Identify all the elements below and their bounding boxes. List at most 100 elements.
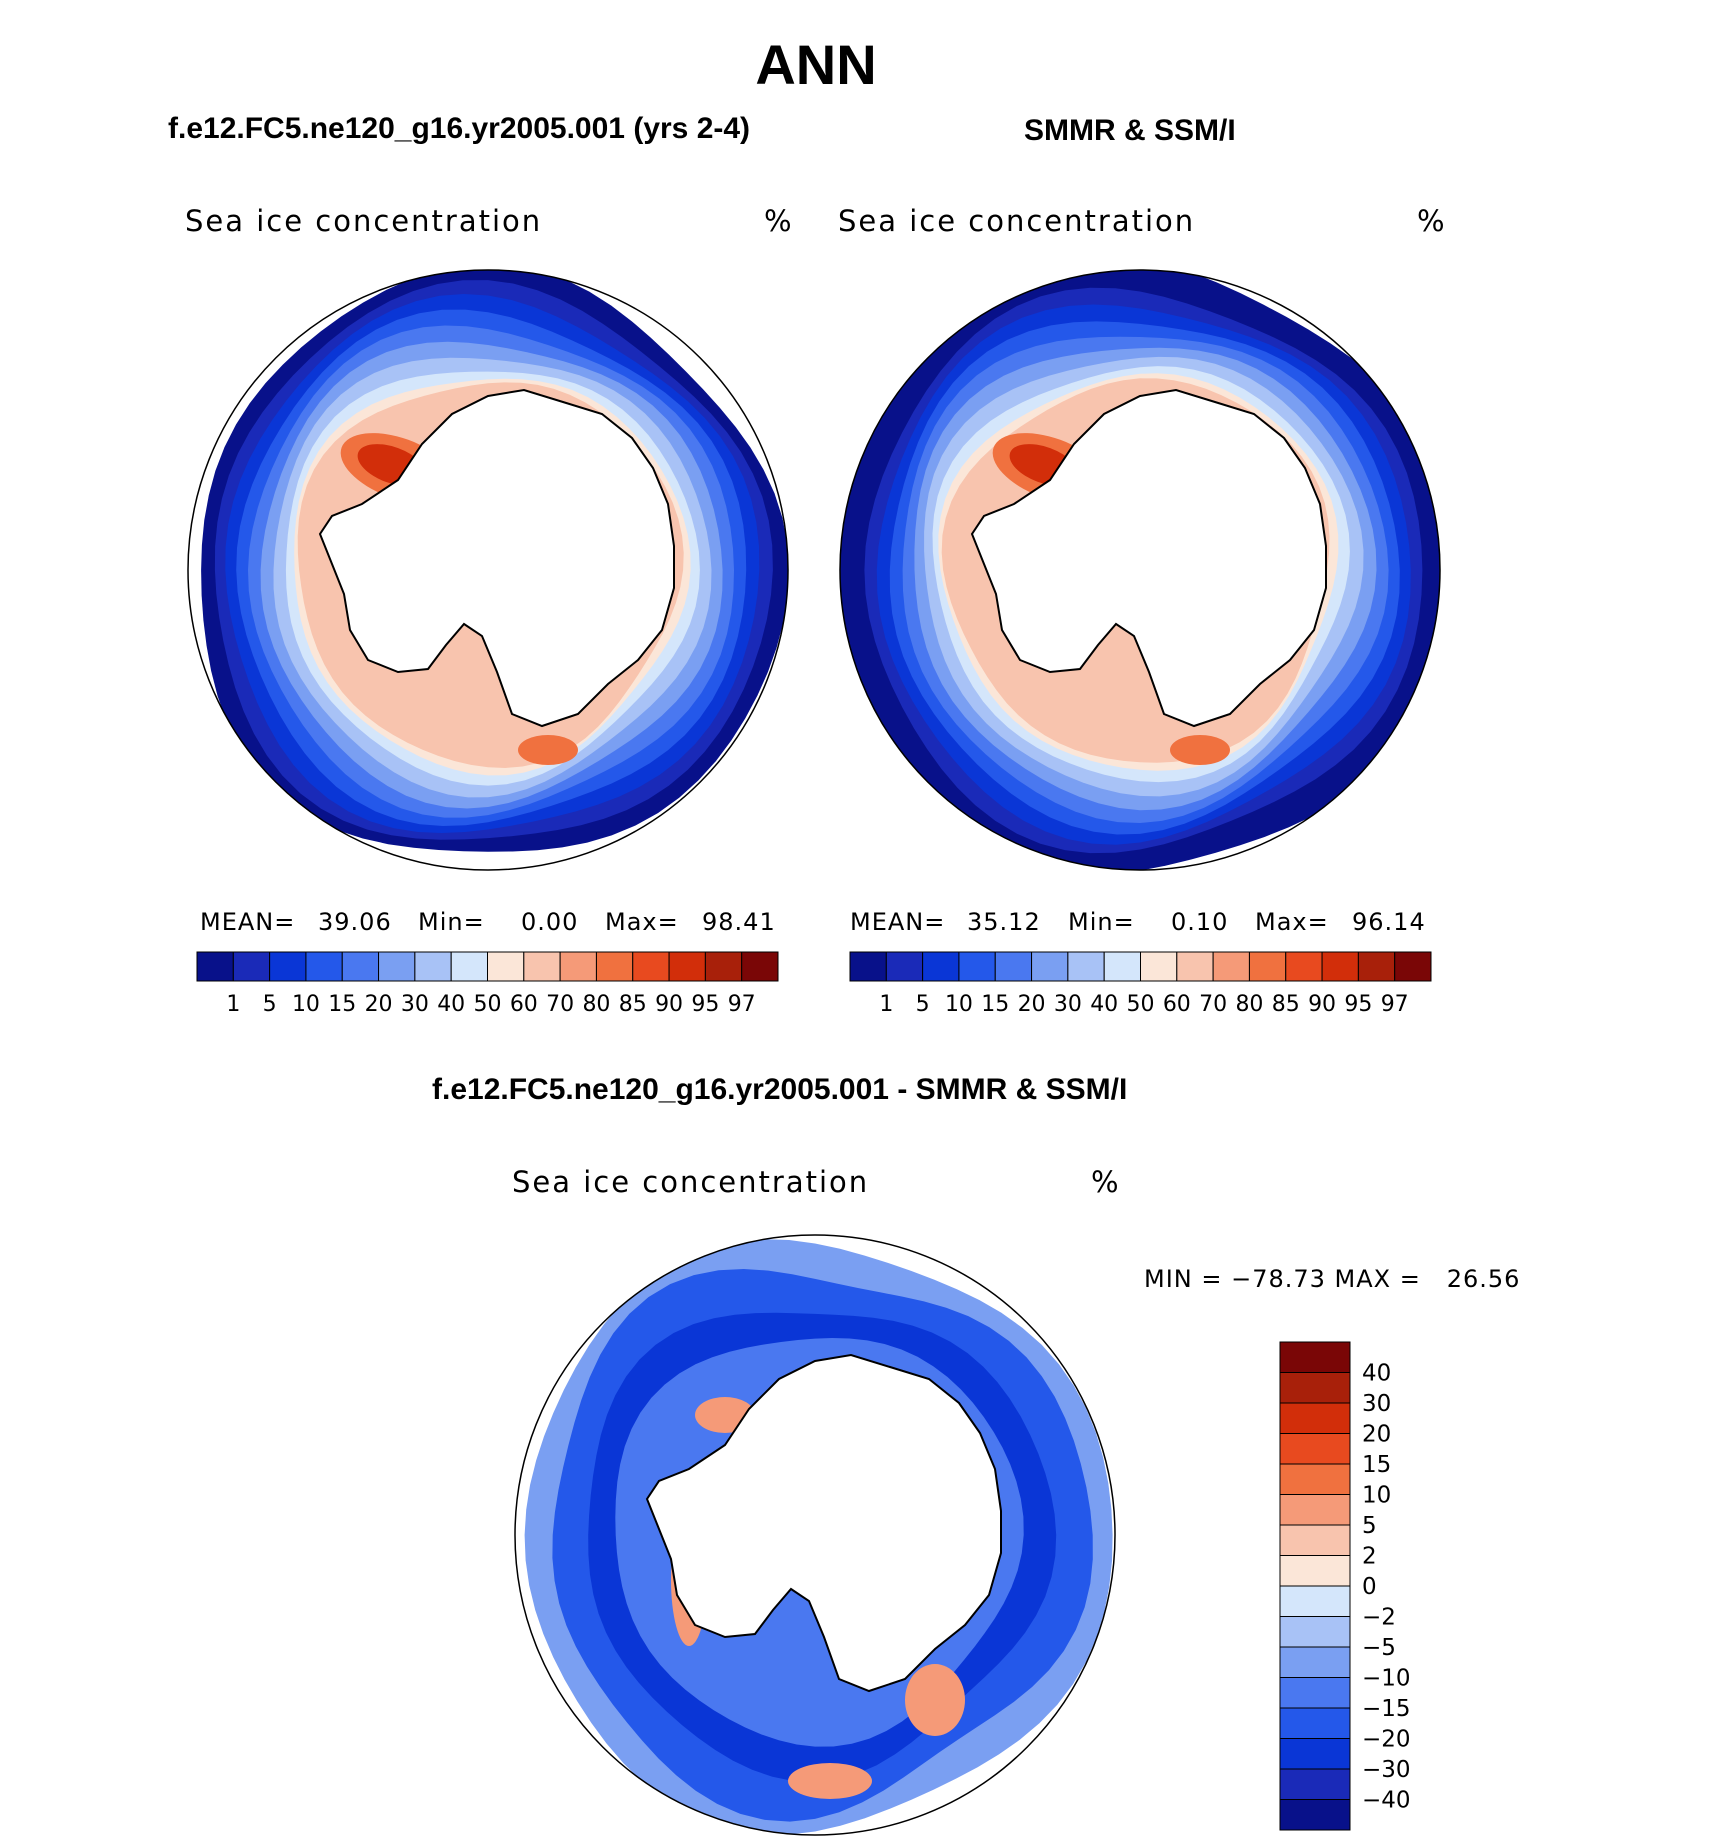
diff-positive-patch-1 (788, 1763, 872, 1799)
model-colorbar-tick-label: 80 (582, 992, 610, 1017)
obs-colorbar-tick-label: 30 (1054, 992, 1082, 1017)
diff-colorbar-swatch-15 (1279, 1341, 1351, 1373)
model-colorbar-swatch-0 (196, 951, 234, 982)
obs-colorbar-tick-label: 50 (1127, 992, 1155, 1017)
obs-mean-value: 35.12 (967, 908, 1041, 936)
model-colorbar-swatch-3 (305, 951, 343, 982)
model-colorbar-swatch-10 (559, 951, 597, 982)
diff-colorbar-swatch-4 (1279, 1677, 1351, 1709)
model-max-label: Max= (605, 908, 679, 936)
diff-colorbar-swatch-13 (1279, 1402, 1351, 1434)
model-colorbar-tick-label: 50 (474, 992, 502, 1017)
diff-colorbar-tick-label: −40 (1362, 1788, 1411, 1814)
model-colorbar-swatch-7 (450, 951, 488, 982)
obs-variable-label: Sea ice concentration (838, 204, 1196, 238)
obs-colorbar-tick-label: 85 (1272, 992, 1300, 1017)
model-map (187, 269, 789, 871)
obs-colorbar-swatch-8 (1140, 951, 1178, 982)
obs-colorbar-swatch-4 (994, 951, 1033, 982)
diff-colorbar-tick-label: −15 (1362, 1696, 1411, 1722)
obs-colorbar-tick-label: 40 (1090, 992, 1118, 1017)
model-mean-value: 39.06 (318, 908, 392, 936)
model-colorbar-swatch-8 (487, 951, 525, 982)
diff-colorbar-tick-label: 10 (1362, 1483, 1391, 1509)
model-units-label: % (764, 204, 794, 238)
obs-colorbar: 1 5 10 15 20 30 40 50 60 70 80 85 90 95 97 (849, 951, 1432, 1017)
model-colorbar-tick-label: 20 (365, 992, 393, 1017)
diff-colorbar-swatch-11 (1279, 1463, 1351, 1495)
diff-colorbar-tick-label: −30 (1362, 1757, 1411, 1783)
model-colorbar-swatch-14 (704, 951, 743, 982)
model-colorbar-swatch-9 (523, 951, 561, 982)
diff-colorbar-swatch-1 (1279, 1768, 1351, 1800)
diff-panel-title: f.e12.FC5.ne120_g16.yr2005.001 - SMMR & … (432, 1073, 1128, 1106)
diff-colorbar-swatch-0 (1279, 1799, 1351, 1831)
model-colorbar-swatch-5 (378, 951, 416, 982)
model-ross-patch (518, 735, 578, 765)
diff-units-label: % (1091, 1165, 1121, 1199)
model-max-value: 98.41 (702, 908, 776, 936)
obs-colorbar-swatch-14 (1357, 951, 1396, 982)
obs-colorbar-tick-label: 5 (916, 992, 930, 1017)
obs-mean-label: MEAN= (850, 908, 946, 936)
obs-colorbar-swatch-5 (1031, 951, 1069, 982)
diff-colorbar-tick-label: −2 (1362, 1605, 1396, 1631)
model-min-value: 0.00 (521, 908, 579, 936)
diff-colorbar-swatch-14 (1279, 1372, 1351, 1404)
diff-antarctica-coastline (645, 1353, 1002, 1693)
diff-map-boundary (514, 1234, 1116, 1836)
model-antarctica-coastline (318, 388, 675, 728)
model-panel-title: f.e12.FC5.ne120_g16.yr2005.001 (yrs 2-4) (168, 112, 751, 145)
obs-colorbar-swatch-10 (1212, 951, 1250, 982)
diff-colorbar-tick-label: 15 (1362, 1452, 1391, 1478)
obs-colorbar-swatch-9 (1176, 951, 1214, 982)
model-colorbar-tick-label: 15 (328, 992, 356, 1017)
obs-colorbar-swatch-12 (1285, 951, 1323, 982)
model-colorbar-tick-label: 10 (292, 992, 320, 1017)
diff-colorbar-swatch-2 (1279, 1738, 1351, 1770)
diff-colorbar-tick-label: 5 (1362, 1513, 1377, 1539)
obs-colorbar-tick-label: 15 (981, 992, 1009, 1017)
obs-panel-title: SMMR & SSM/I (1024, 114, 1236, 147)
diff-colorbar-swatch-10 (1279, 1494, 1351, 1526)
model-colorbar-tick-label: 97 (728, 992, 756, 1017)
diff-colorbar-swatch-6 (1279, 1616, 1351, 1648)
model-map-boundary (187, 269, 789, 871)
diff-colorbar-swatch-5 (1279, 1646, 1351, 1678)
model-colorbar-tick-label: 85 (619, 992, 647, 1017)
obs-colorbar-tick-label: 70 (1199, 992, 1227, 1017)
obs-colorbar-swatch-15 (1394, 951, 1432, 982)
obs-colorbar-swatch-13 (1321, 951, 1359, 982)
model-colorbar-swatch-4 (341, 951, 380, 982)
model-mean-label: MEAN= (200, 908, 296, 936)
obs-max-value: 96.14 (1352, 908, 1426, 936)
model-colorbar-tick-label: 60 (510, 992, 538, 1017)
model-colorbar-swatch-2 (269, 951, 307, 982)
obs-colorbar-swatch-0 (849, 951, 887, 982)
model-min-label: Min= (418, 908, 485, 936)
obs-colorbar-tick-label: 97 (1381, 992, 1409, 1017)
model-colorbar-swatch-13 (668, 951, 706, 982)
diff-colorbar-swatch-9 (1279, 1524, 1351, 1556)
diff-colorbar-swatch-3 (1279, 1707, 1351, 1739)
obs-colorbar-tick-label: 90 (1308, 992, 1336, 1017)
obs-colorbar-tick-label: 20 (1018, 992, 1046, 1017)
diff-map (514, 1234, 1116, 1836)
obs-colorbar-swatch-7 (1103, 951, 1141, 982)
diff-colorbar-tick-label: 2 (1362, 1544, 1377, 1570)
model-colorbar-swatch-1 (232, 951, 271, 982)
model-colorbar-tick-label: 1 (226, 992, 240, 1017)
figure-title: ANN (755, 33, 877, 96)
diff-colorbar-tick-label: 0 (1362, 1574, 1377, 1600)
obs-antarctica-coastline (970, 388, 1327, 728)
model-colorbar: 1 5 10 15 20 30 40 50 60 70 80 85 90 95 97 (196, 951, 779, 1017)
obs-colorbar-tick-label: 10 (945, 992, 973, 1017)
model-variable-label: Sea ice concentration (185, 204, 543, 238)
model-colorbar-tick-label: 5 (263, 992, 277, 1017)
diff-colorbar-tick-label: −20 (1362, 1727, 1411, 1753)
diff-positive-patch-2 (905, 1664, 965, 1736)
obs-colorbar-tick-label: 1 (879, 992, 893, 1017)
model-colorbar-swatch-15 (741, 951, 779, 982)
